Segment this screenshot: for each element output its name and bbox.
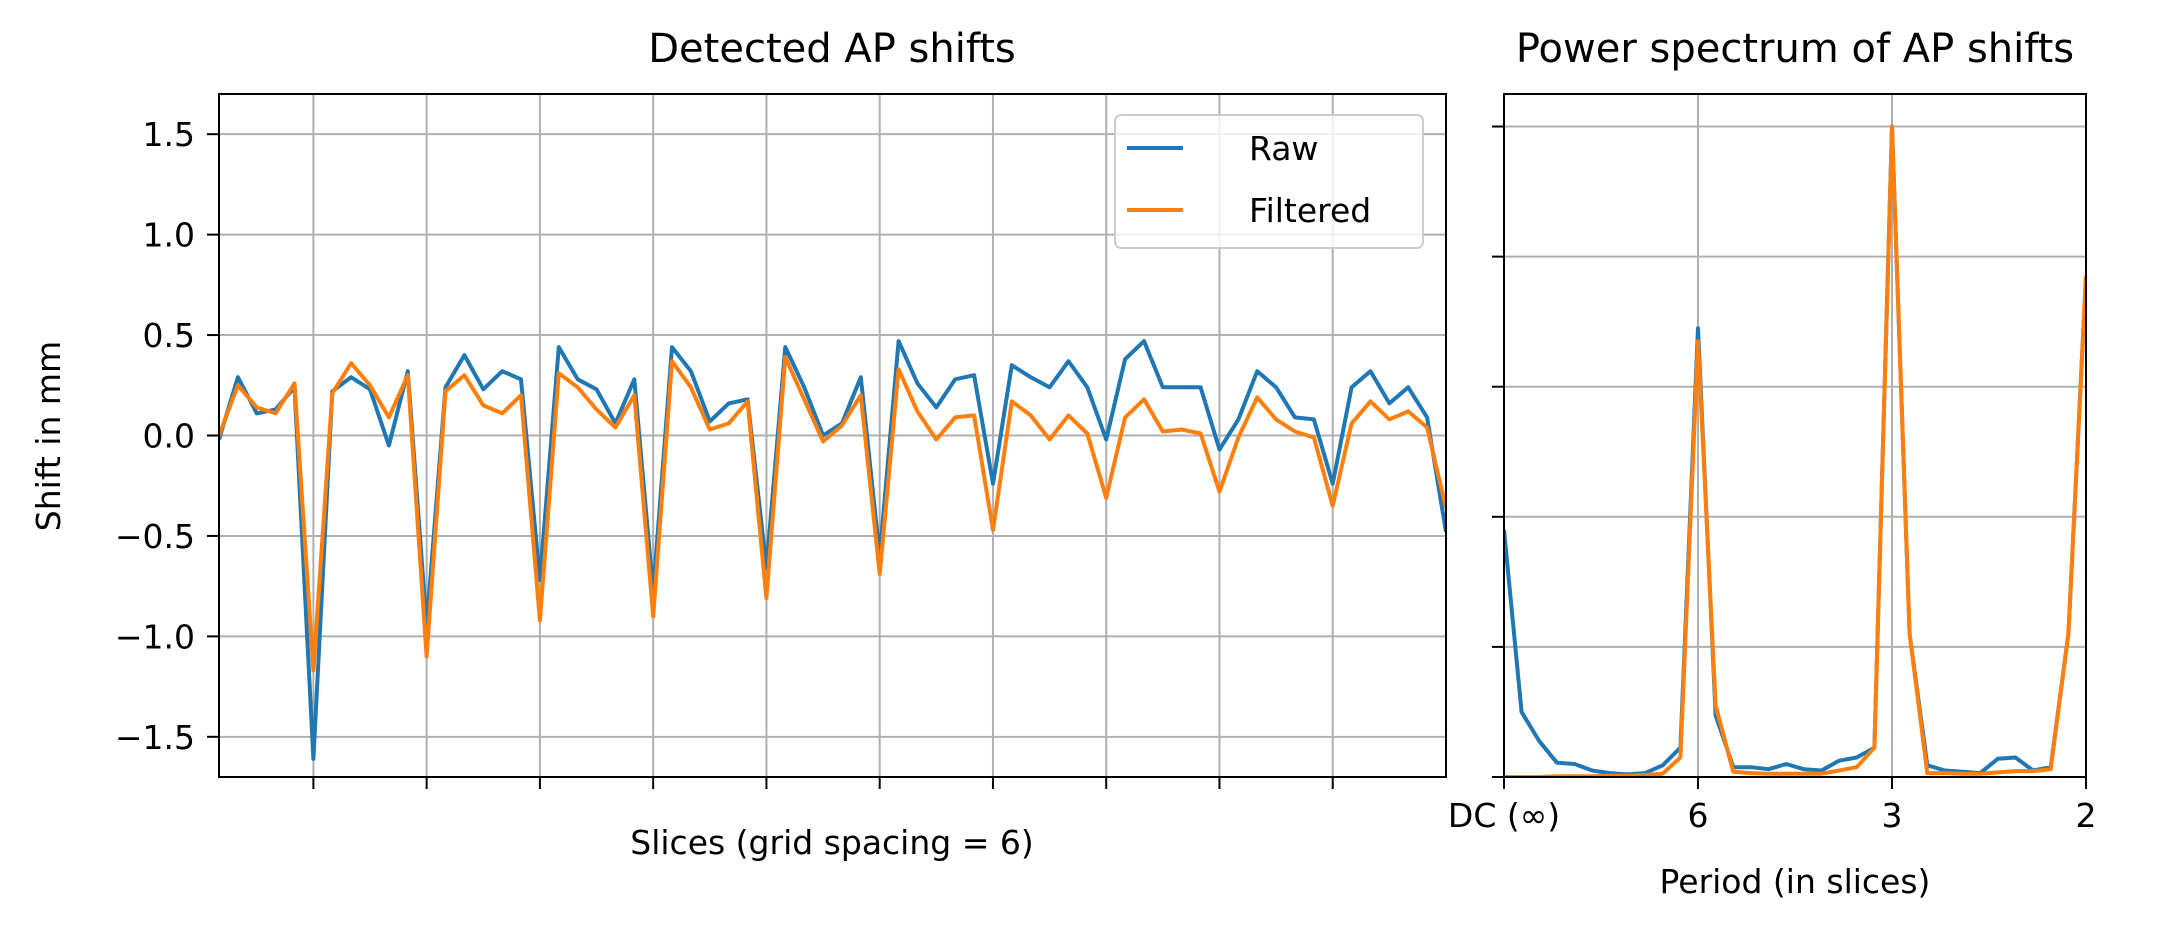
xtick-label: 6 bbox=[1688, 796, 1709, 835]
right-grid bbox=[1503, 94, 2087, 778]
ytick-label: −0.5 bbox=[115, 517, 195, 556]
ytick-label: 1.5 bbox=[143, 115, 195, 154]
ytick-label: −1.0 bbox=[115, 617, 195, 656]
panel-power-spectrum: DC (∞) 6 3 2 Power spectrum of AP shifts Pe… bbox=[1448, 26, 2097, 901]
legend-box bbox=[1114, 114, 1424, 249]
legend: Raw Filtered bbox=[1114, 114, 1424, 249]
series-line-filtered bbox=[1504, 124, 2086, 777]
left-ylabel: Shift in mm bbox=[29, 341, 68, 531]
xtick-label: 2 bbox=[2076, 796, 2097, 835]
ytick-label: −1.5 bbox=[115, 718, 195, 757]
series-line-filtered bbox=[219, 355, 1446, 673]
right-title: Power spectrum of AP shifts bbox=[1516, 26, 2074, 72]
left-xlabel: Slices (grid spacing = 6) bbox=[630, 823, 1033, 862]
xtick-label: DC (∞) bbox=[1448, 796, 1560, 835]
ytick-label: 0.0 bbox=[143, 417, 195, 456]
right-axes-frame bbox=[1503, 93, 2087, 778]
right-series bbox=[1504, 124, 2086, 777]
left-title: Detected AP shifts bbox=[648, 26, 1016, 72]
panel-ap-shifts: 1.5 1.0 0.5 0.0 −0.5 −1.0 −1.5 Detected AP shi… bbox=[29, 26, 1447, 862]
left-series bbox=[219, 339, 1446, 761]
legend-label-raw: Raw bbox=[1249, 129, 1318, 168]
left-ticks: 1.5 1.0 0.5 0.0 −0.5 −1.0 −1.5 bbox=[115, 115, 1334, 789]
ytick-label: 0.5 bbox=[143, 316, 195, 355]
series-line-raw bbox=[1504, 124, 2086, 777]
right-xlabel: Period (in slices) bbox=[1660, 862, 1931, 901]
right-ticks: DC (∞) 6 3 2 bbox=[1448, 125, 2097, 835]
xtick-label: 3 bbox=[1882, 796, 1903, 835]
legend-label-filtered: Filtered bbox=[1249, 191, 1371, 230]
ytick-label: 1.0 bbox=[143, 216, 195, 255]
